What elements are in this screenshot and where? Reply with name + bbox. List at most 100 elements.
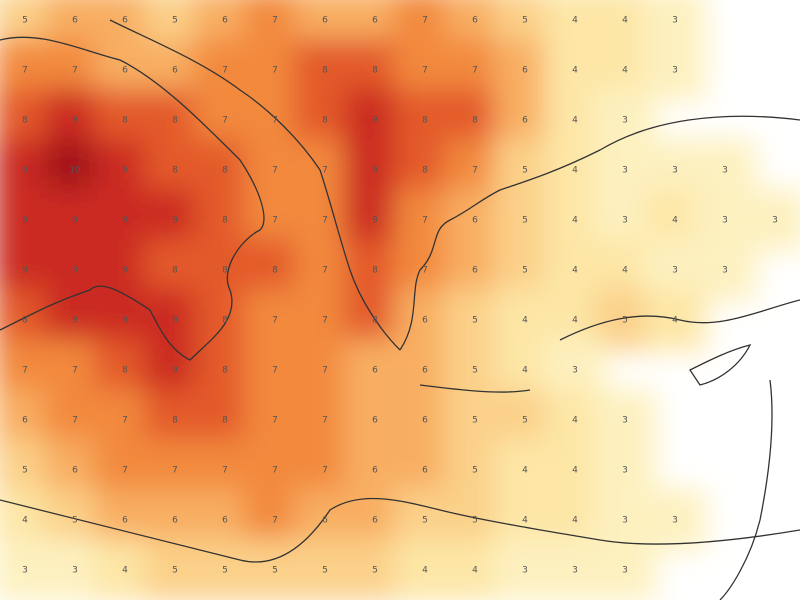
- anomaly-value: 7: [322, 416, 328, 426]
- anomaly-value: 9: [72, 116, 78, 126]
- anomaly-value: 4: [522, 316, 528, 326]
- anomaly-value: 7: [122, 466, 128, 476]
- anomaly-value: 7: [472, 66, 478, 76]
- anomaly-value: 9: [172, 216, 178, 226]
- anomaly-value: 8: [422, 166, 428, 176]
- anomaly-value: 6: [472, 16, 478, 26]
- anomaly-value: 9: [22, 166, 28, 176]
- anomaly-value: 8: [222, 316, 228, 326]
- coastline: [0, 36, 265, 361]
- anomaly-value: 3: [672, 266, 678, 276]
- anomaly-value: 9: [22, 266, 28, 276]
- anomaly-value: 8: [22, 116, 28, 126]
- anomaly-value: 5: [522, 416, 528, 426]
- anomaly-value: 3: [622, 166, 628, 176]
- anomaly-value: 9: [122, 166, 128, 176]
- anomaly-value: 3: [722, 166, 728, 176]
- anomaly-value: 5: [472, 466, 478, 476]
- anomaly-value: 9: [72, 316, 78, 326]
- anomaly-value: 4: [572, 216, 578, 226]
- anomaly-value: 6: [222, 516, 228, 526]
- anomaly-value: 8: [322, 116, 328, 126]
- anomaly-value: 7: [22, 366, 28, 376]
- anomaly-value: 7: [322, 216, 328, 226]
- anomaly-value: 3: [522, 566, 528, 576]
- anomaly-value: 8: [22, 316, 28, 326]
- anomaly-value: 3: [622, 416, 628, 426]
- anomaly-value: 7: [172, 466, 178, 476]
- anomaly-value: 3: [672, 516, 678, 526]
- anomaly-value: 4: [622, 16, 628, 26]
- anomaly-value: 5: [522, 266, 528, 276]
- anomaly-value: 6: [172, 516, 178, 526]
- coastline: [109, 19, 401, 351]
- anomaly-value: 8: [422, 116, 428, 126]
- anomaly-value: 3: [622, 566, 628, 576]
- anomaly-value: 5: [622, 316, 628, 326]
- anomaly-value: 7: [422, 266, 428, 276]
- anomaly-value: 3: [622, 466, 628, 476]
- anomaly-value: 9: [172, 366, 178, 376]
- anomaly-value: 8: [322, 66, 328, 76]
- anomaly-value: 6: [422, 466, 428, 476]
- anomaly-value: 8: [172, 266, 178, 276]
- anomaly-value: 4: [522, 366, 528, 376]
- anomaly-cell: [594, 539, 656, 600]
- anomaly-value: 9: [72, 266, 78, 276]
- anomaly-value: 4: [572, 416, 578, 426]
- anomaly-value: 8: [272, 266, 278, 276]
- anomaly-value: 9: [122, 266, 128, 276]
- anomaly-value: 7: [272, 116, 278, 126]
- anomaly-value: 7: [22, 66, 28, 76]
- coastline: [399, 115, 800, 351]
- anomaly-value: 9: [22, 216, 28, 226]
- anomaly-value: 5: [472, 516, 478, 526]
- anomaly-value: 6: [122, 516, 128, 526]
- anomaly-value: 6: [472, 266, 478, 276]
- anomaly-value: 6: [372, 16, 378, 26]
- anomaly-value: 4: [22, 516, 28, 526]
- anomaly-value: 5: [472, 366, 478, 376]
- anomaly-value: 8: [222, 366, 228, 376]
- anomaly-value: 6: [322, 16, 328, 26]
- anomaly-value: 7: [322, 466, 328, 476]
- anomaly-value: 3: [722, 266, 728, 276]
- anomaly-value: 3: [622, 516, 628, 526]
- anomaly-value: 7: [272, 166, 278, 176]
- anomaly-value: 6: [72, 16, 78, 26]
- anomaly-value: 6: [122, 66, 128, 76]
- anomaly-value: 5: [472, 316, 478, 326]
- anomaly-value: 7: [472, 166, 478, 176]
- anomaly-value: 4: [622, 266, 628, 276]
- anomaly-value: 6: [422, 366, 428, 376]
- anomaly-value: 5: [272, 566, 278, 576]
- anomaly-value: 9: [72, 216, 78, 226]
- anomaly-value: 5: [372, 566, 378, 576]
- anomaly-value: 6: [72, 466, 78, 476]
- anomaly-value: 5: [222, 566, 228, 576]
- anomaly-value: 4: [422, 566, 428, 576]
- anomaly-value: 4: [572, 466, 578, 476]
- anomaly-value: 7: [322, 316, 328, 326]
- anomaly-value: 3: [772, 216, 778, 226]
- anomaly-value: 3: [572, 366, 578, 376]
- anomaly-value: 7: [422, 16, 428, 26]
- anomaly-value: 7: [422, 66, 428, 76]
- anomaly-value: 4: [572, 166, 578, 176]
- anomaly-value: 3: [672, 66, 678, 76]
- anomaly-value: 9: [372, 166, 378, 176]
- anomaly-value: 6: [372, 416, 378, 426]
- anomaly-value: 7: [72, 66, 78, 76]
- anomaly-value: 4: [572, 16, 578, 26]
- anomaly-value: 8: [222, 216, 228, 226]
- anomaly-value: 4: [572, 516, 578, 526]
- anomaly-value: 6: [322, 516, 328, 526]
- anomaly-value: 9: [122, 216, 128, 226]
- anomaly-value: 4: [522, 466, 528, 476]
- anomaly-value: 3: [622, 116, 628, 126]
- anomaly-value: 5: [172, 16, 178, 26]
- anomaly-value: 3: [22, 566, 28, 576]
- anomaly-value: 3: [672, 16, 678, 26]
